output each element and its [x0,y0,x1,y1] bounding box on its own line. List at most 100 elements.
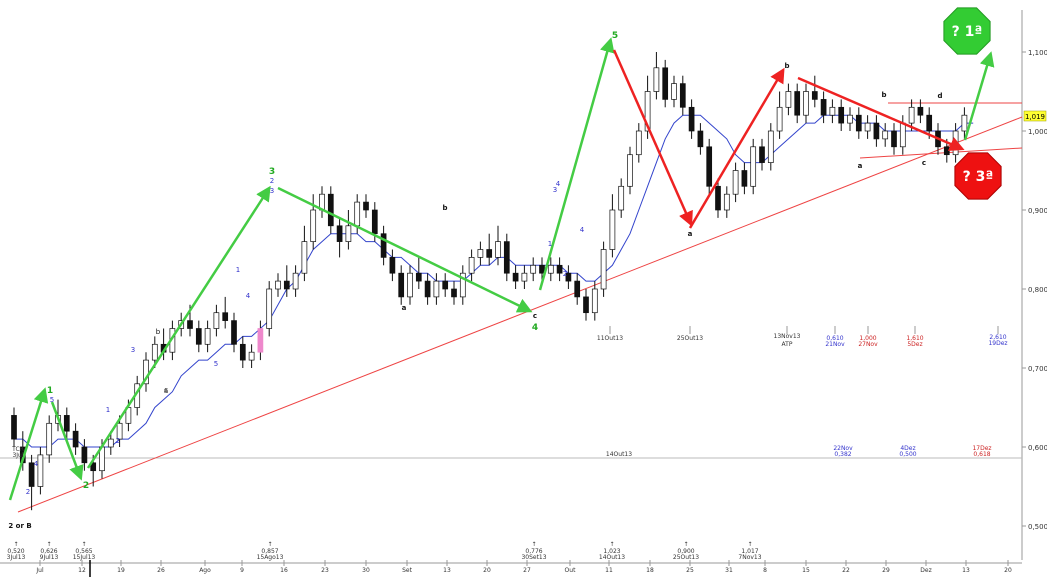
green-wave-arrow [50,401,84,481]
top-annotation-label: 21Nov [825,341,845,348]
candle-body [961,114,968,132]
candle-body [864,122,871,132]
candle [327,186,334,234]
candle-body [899,122,906,148]
candle-body [565,272,572,282]
candle-body [838,106,845,124]
candle-body [468,257,475,274]
wave-label: c [922,159,926,167]
candle-body [389,257,396,274]
candle-body [917,106,924,116]
candle-body [635,130,642,156]
mid-annotation-label: 14Out13 [606,451,632,458]
top-annotation-label: 13Nov13 [774,333,801,340]
candle [864,115,871,139]
candle [275,273,281,297]
candle-body [574,280,581,298]
candle [653,52,660,100]
triangle-lower-line [859,147,1023,159]
x-tick-label: 27 [523,567,531,574]
candle-body [151,343,158,361]
candle-body [495,241,501,258]
candle-body [847,114,853,124]
x-tick-label: 16 [280,567,288,574]
x-tick-label: Set [402,567,413,574]
candle [671,75,677,108]
mid-annotation-label: 17Dez [972,445,991,452]
candle-body [759,146,765,163]
candle-body [715,185,721,211]
candle-body [11,415,17,440]
y-tick-label: 1,000 [1028,128,1047,136]
candle [477,241,484,266]
candle [820,91,827,124]
candle-body [90,462,97,472]
candle-body [539,264,545,274]
sub-wave-label: 2 [270,177,274,185]
sub-wave-label: 4 [556,180,561,188]
candle [750,138,757,195]
sub-wave-label: 2 [26,488,30,496]
x-tick-label: Dez [920,567,931,574]
top-annotation-label: 5Dez [907,341,922,348]
sub-wave-label: 2 [563,270,567,278]
x-tick-label: Jul [35,567,44,574]
candle-body [732,170,739,195]
sub-wave-label: 3 [553,186,557,194]
x-tick-label: 13 [962,567,970,574]
candle-body [750,146,757,187]
candle [609,194,616,258]
candle [63,407,70,440]
candle [891,123,897,155]
pivot-arrow-icon: ↑ [531,541,536,548]
candle-body [248,351,255,361]
pivot-value: 1,023 [603,548,620,555]
sub-wave-label: 3 [131,346,135,354]
candle-body [116,422,123,440]
candle-body [187,320,193,329]
candle-body [354,201,361,227]
candle-body [583,296,589,314]
candle-body [371,209,378,235]
y-tick-label: 0,800 [1028,286,1047,294]
candle [310,194,317,250]
candle [847,107,853,131]
candle-body [336,225,343,242]
candle-body [662,67,669,100]
candle [715,178,721,218]
candle-body [609,209,616,250]
x-tick-label: 19 [117,567,125,574]
candle-body [644,91,651,132]
candle-body [477,249,484,258]
candle-body [882,130,889,140]
candle [767,123,774,171]
candle [688,99,695,139]
moving-average-line [14,114,974,448]
candle-body [873,122,880,140]
top-annotation-label: 1,000 [859,335,876,342]
wave-label: c [533,312,537,320]
mid-annotation-label: 0,500 [899,451,916,458]
badge-label: ? 1ª [952,24,983,40]
green-wave-arrow [86,185,271,469]
candle [627,146,633,195]
candle [231,312,237,353]
candle-body [63,415,70,432]
candle [81,439,88,471]
candle-body [943,146,950,156]
sub-wave-label: 1 [236,266,240,274]
candle-body [512,272,519,282]
pivot-arrow-icon: ↑ [609,541,614,548]
y-tick-label: 0,500 [1028,523,1047,531]
wave-label: 5 [612,31,618,41]
candle-body [794,91,801,116]
sub-wave-label: c [164,386,168,394]
pivot-value: 0,565 [75,548,92,555]
pivot-value: 0,857 [261,548,278,555]
mid-annotation-label: 3Jul [12,452,23,459]
candle [565,265,572,289]
candle-body [653,67,660,92]
pivot-arrow-icon: ↑ [46,541,51,548]
